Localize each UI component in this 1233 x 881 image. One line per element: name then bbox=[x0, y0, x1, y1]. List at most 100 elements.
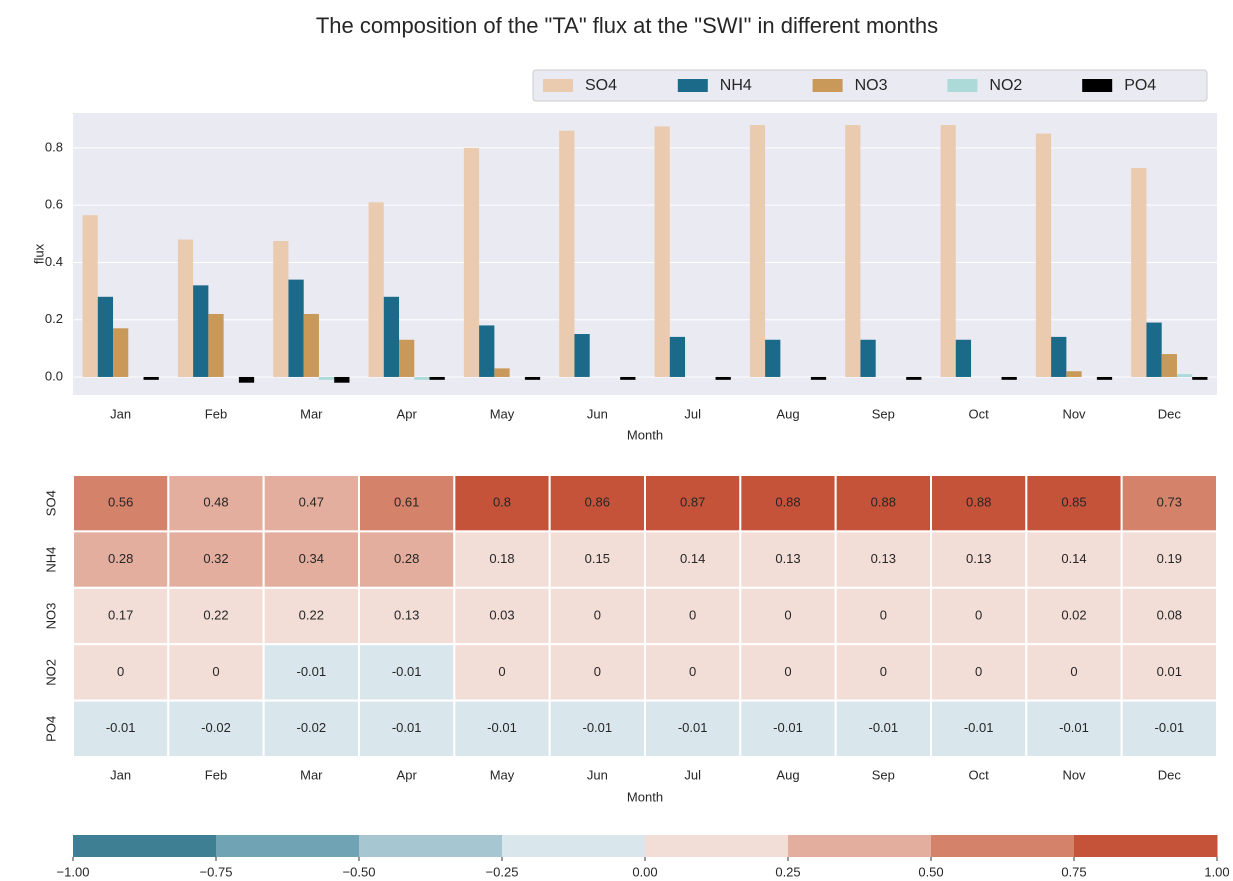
cell-label: 0.28 bbox=[394, 551, 419, 566]
cell-label: 0.18 bbox=[489, 551, 514, 566]
heatmap-cell bbox=[262, 586, 360, 646]
colorbar-tick-label: −0.50 bbox=[343, 864, 376, 879]
colorbar-tick-label: 0.50 bbox=[918, 864, 943, 879]
bar bbox=[940, 125, 956, 377]
colorbar-tick-label: 0.00 bbox=[632, 864, 657, 879]
bar bbox=[113, 328, 129, 377]
bar bbox=[1035, 133, 1052, 377]
bar bbox=[334, 376, 350, 383]
heatmap-cell bbox=[167, 474, 265, 533]
bar bbox=[620, 376, 636, 380]
row-label: NO2 bbox=[43, 659, 58, 686]
heatmap-cell bbox=[1025, 530, 1123, 589]
x-tick-label: Oct bbox=[969, 767, 990, 782]
bar bbox=[479, 325, 495, 377]
cell-label: 0.08 bbox=[1157, 607, 1182, 622]
bar bbox=[238, 376, 255, 383]
heatmap-cell bbox=[1120, 643, 1218, 702]
heatmap-cell bbox=[834, 474, 933, 533]
cell-label: -0.01 bbox=[297, 664, 327, 679]
cell-label: 0 bbox=[594, 607, 601, 622]
legend-label: NO2 bbox=[989, 77, 1022, 94]
cell-label: -0.01 bbox=[106, 720, 136, 735]
cell-label: 0.73 bbox=[1157, 495, 1182, 510]
cell-label: -0.01 bbox=[773, 720, 803, 735]
heatmap-cell bbox=[1120, 474, 1218, 533]
chart-title: The composition of the "TA" flux at the … bbox=[316, 13, 938, 38]
cell-label: -0.01 bbox=[392, 664, 422, 679]
heatmap-cell bbox=[548, 643, 647, 702]
cell-label: 0 bbox=[784, 664, 791, 679]
x-tick-label: Nov bbox=[1062, 767, 1086, 782]
heatmap-cell bbox=[262, 699, 360, 758]
cell-label: 0.88 bbox=[871, 495, 896, 510]
x-tick-label: Aug bbox=[776, 406, 799, 421]
cell-label: 0.8 bbox=[493, 495, 511, 510]
bar bbox=[1096, 376, 1113, 380]
heatmap-cell bbox=[644, 474, 742, 533]
bar bbox=[208, 313, 224, 377]
cell-label: -0.01 bbox=[964, 720, 994, 735]
bar bbox=[288, 279, 304, 377]
heatmap-cell bbox=[1120, 530, 1218, 589]
heatmap-cell bbox=[739, 643, 837, 702]
row-label: NO3 bbox=[43, 603, 58, 630]
cell-label: 0.88 bbox=[966, 495, 991, 510]
bar bbox=[765, 339, 781, 377]
bar bbox=[1146, 322, 1162, 377]
x-tick-label: May bbox=[490, 767, 515, 782]
x-tick-label: Feb bbox=[205, 767, 227, 782]
x-tick-label: Aug bbox=[776, 767, 799, 782]
y-tick-label: 0.8 bbox=[45, 139, 63, 154]
cell-label: 0.13 bbox=[871, 551, 896, 566]
x-tick-label: Jan bbox=[110, 767, 131, 782]
cell-label: 0.13 bbox=[966, 551, 991, 566]
bar bbox=[1161, 354, 1177, 377]
heatmap-cell bbox=[358, 530, 456, 589]
cell-label: 0.22 bbox=[203, 607, 228, 622]
y-axis-label: flux bbox=[31, 243, 46, 264]
heatmap-cell bbox=[548, 699, 647, 758]
cell-label: -0.01 bbox=[869, 720, 899, 735]
row-label: SO4 bbox=[43, 490, 58, 516]
cell-label: 0 bbox=[975, 607, 982, 622]
bar bbox=[82, 215, 98, 377]
legend-swatch bbox=[677, 79, 708, 92]
x-tick-label: Dec bbox=[1158, 767, 1182, 782]
bar bbox=[574, 334, 590, 377]
cell-label: -0.02 bbox=[297, 720, 327, 735]
x-axis-label: Month bbox=[627, 789, 663, 804]
bar bbox=[810, 376, 827, 380]
colorbar-tick-label: −1.00 bbox=[57, 864, 90, 879]
colorbar-segment bbox=[359, 835, 503, 857]
legend-box bbox=[532, 69, 1208, 102]
cell-label: 0.01 bbox=[1157, 664, 1182, 679]
cell-label: 0.87 bbox=[680, 495, 705, 510]
heatmap-cell bbox=[1025, 586, 1123, 646]
heatmap-cell bbox=[930, 699, 1028, 758]
bar bbox=[273, 240, 289, 377]
heatmap-cell bbox=[453, 530, 551, 589]
heatmap-cell bbox=[453, 699, 551, 758]
heatmap-cell bbox=[1120, 586, 1218, 646]
legend-label: NH4 bbox=[720, 77, 752, 94]
colorbar-tick-label: 0.75 bbox=[1061, 864, 1086, 879]
cell-label: -0.01 bbox=[583, 720, 613, 735]
y-tick-label: 0.0 bbox=[45, 368, 63, 383]
bar bbox=[429, 376, 445, 380]
heatmap-cell bbox=[644, 530, 742, 589]
heatmap-cell bbox=[930, 643, 1028, 702]
bar bbox=[715, 376, 731, 380]
bar bbox=[1001, 376, 1017, 380]
bar bbox=[955, 339, 972, 377]
bar bbox=[414, 376, 430, 380]
cell-label: 0.13 bbox=[775, 551, 800, 566]
cell-label: 0.13 bbox=[394, 607, 419, 622]
cell-label: 0.14 bbox=[1061, 551, 1086, 566]
cell-label: 0.48 bbox=[203, 495, 228, 510]
x-tick-label: Sep bbox=[872, 406, 895, 421]
y-tick-label: 0.4 bbox=[45, 254, 63, 269]
cell-label: -0.01 bbox=[487, 720, 517, 735]
cell-label: 0 bbox=[689, 607, 696, 622]
heatmap-cell bbox=[739, 699, 837, 758]
